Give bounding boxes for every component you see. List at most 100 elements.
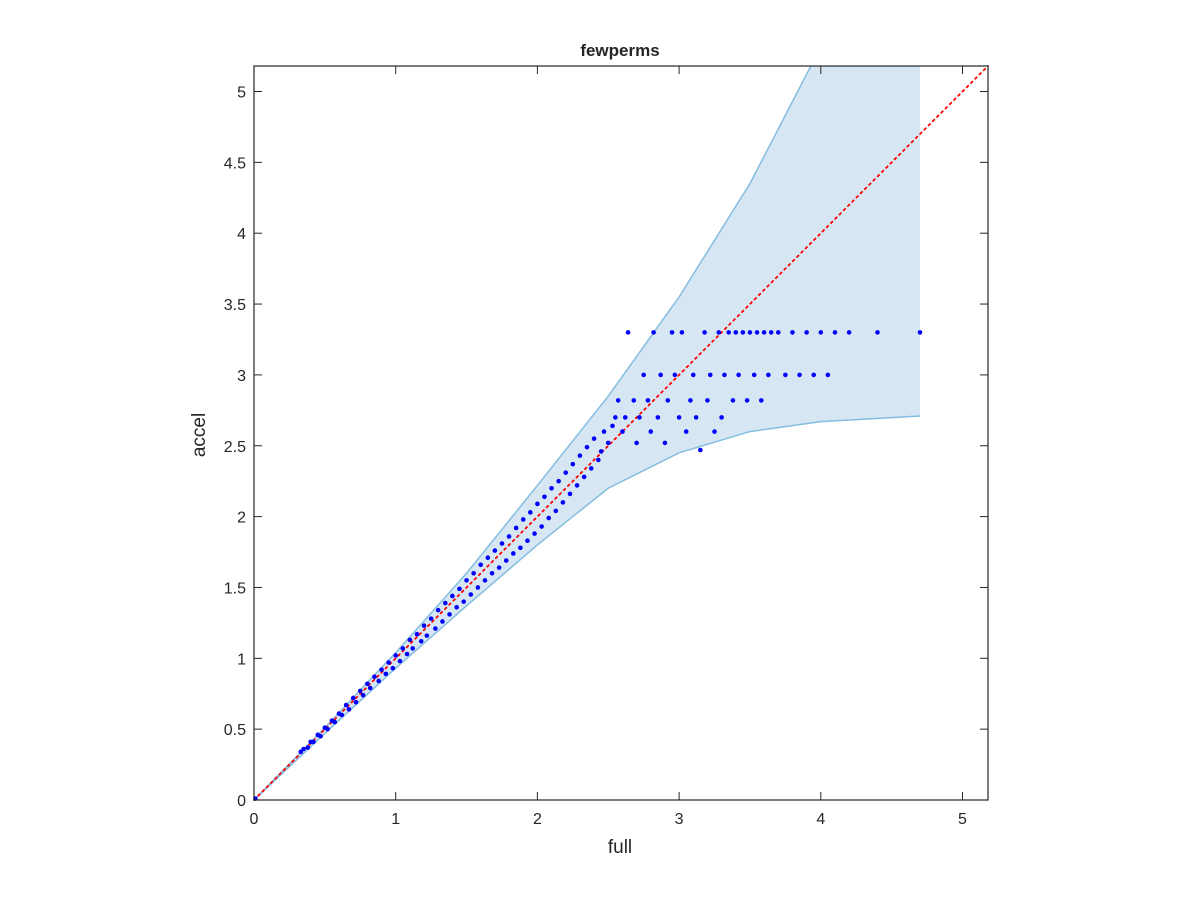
data-point — [605, 440, 611, 446]
data-point — [825, 372, 831, 378]
band-upper-edge — [253, 65, 812, 801]
data-point — [457, 586, 462, 592]
data-point — [577, 453, 583, 458]
data-point — [535, 501, 540, 507]
data-point — [353, 699, 359, 705]
data-point — [917, 330, 923, 335]
y-tick-label: 0 — [237, 793, 246, 810]
data-point — [549, 485, 554, 491]
data-point — [598, 449, 604, 454]
data-point — [343, 702, 349, 708]
data-point — [489, 570, 495, 576]
data-point — [360, 692, 366, 698]
y-tick-label: 3.5 — [224, 297, 246, 314]
y-tick-label: 3 — [237, 368, 246, 385]
data-point — [797, 372, 802, 378]
data-point — [418, 638, 424, 644]
y-axis-label: accel — [189, 413, 210, 457]
data-point — [744, 398, 750, 403]
data-point — [775, 330, 781, 335]
data-point — [637, 415, 642, 420]
data-point — [669, 330, 675, 335]
y-tick-label: 1 — [237, 651, 246, 668]
data-point — [631, 398, 637, 403]
data-point — [712, 429, 717, 434]
data-point — [818, 330, 824, 335]
data-point — [318, 733, 323, 739]
data-point — [655, 415, 661, 420]
data-point — [400, 646, 406, 651]
data-point — [733, 330, 739, 335]
y-tick-label: 0.5 — [224, 722, 246, 739]
data-point — [613, 415, 618, 420]
band-lower-edge — [253, 415, 921, 801]
data-point — [404, 651, 410, 657]
data-point — [372, 674, 377, 680]
data-point — [811, 372, 817, 378]
data-point — [758, 398, 764, 403]
data-point — [563, 470, 569, 475]
data-point — [383, 671, 389, 677]
data-point — [747, 330, 753, 335]
data-point — [567, 491, 573, 497]
x-tick-label: 0 — [250, 811, 259, 828]
data-point — [584, 444, 590, 450]
data-point — [662, 440, 668, 446]
data-point — [875, 330, 880, 335]
data-point — [511, 551, 516, 556]
plot-area: 0 1 2 3 4 5 0 0.5 1 1.5 2 2.5 3 3.5 4 4.5 5 — [224, 65, 989, 828]
y-tick-label: 5 — [237, 85, 246, 102]
data-point — [539, 524, 544, 529]
data-point — [379, 667, 384, 672]
data-point — [410, 646, 416, 651]
y-tick-label: 2 — [237, 510, 246, 527]
x-tick-label: 2 — [533, 811, 542, 828]
data-point — [325, 726, 330, 732]
data-point — [698, 447, 703, 453]
data-point — [442, 600, 448, 606]
data-point — [506, 534, 512, 539]
data-point — [716, 330, 722, 335]
data-point — [414, 631, 420, 637]
data-point — [658, 372, 663, 378]
data-point — [846, 330, 852, 335]
data-point — [311, 739, 316, 745]
x-tick-label: 1 — [391, 811, 400, 828]
data-point — [596, 457, 601, 463]
data-point — [350, 695, 356, 701]
data-point — [581, 474, 587, 480]
data-point — [832, 330, 838, 335]
x-tick-label: 5 — [958, 811, 967, 828]
data-point — [542, 494, 547, 500]
data-point — [679, 330, 685, 335]
data-point — [726, 330, 731, 335]
data-point — [468, 592, 474, 597]
data-point — [615, 398, 621, 403]
data-point — [492, 548, 498, 553]
data-point — [365, 681, 370, 687]
data-point — [407, 637, 413, 643]
data-point — [528, 510, 533, 515]
data-point — [496, 565, 502, 570]
data-point — [736, 372, 741, 378]
data-point — [634, 440, 639, 446]
data-point — [761, 330, 767, 335]
data-point — [730, 398, 736, 403]
y-tick-label: 4 — [237, 226, 246, 243]
data-point — [588, 466, 594, 471]
data-point — [574, 483, 580, 488]
data-point — [641, 372, 646, 378]
data-point — [520, 517, 526, 522]
data-point — [622, 415, 628, 420]
data-point — [499, 541, 505, 546]
data-point — [525, 538, 530, 543]
data-point — [518, 545, 523, 551]
data-point — [570, 461, 576, 467]
data-point — [648, 429, 654, 434]
data-point — [433, 626, 438, 631]
data-point — [751, 372, 757, 378]
data-point — [601, 429, 607, 434]
data-point — [339, 712, 345, 718]
data-point — [683, 429, 689, 434]
